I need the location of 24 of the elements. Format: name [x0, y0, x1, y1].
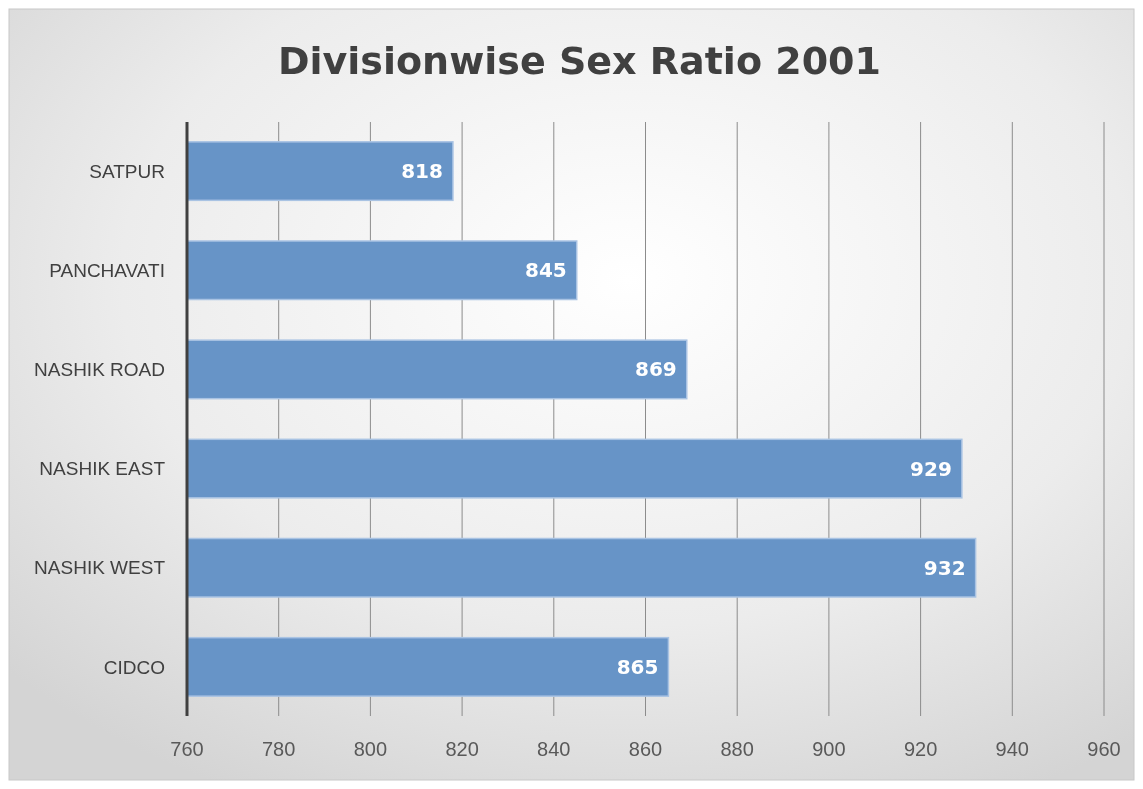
x-tick-label: 900 — [812, 738, 846, 760]
data-label: 845 — [524, 258, 567, 283]
x-tick-label: 780 — [262, 738, 296, 760]
y-tick-label: NASHIK WEST — [34, 557, 166, 579]
y-tick-label: NASHIK EAST — [39, 458, 166, 480]
x-tick-label: 880 — [720, 738, 754, 760]
y-tick-label: PANCHAVATI — [49, 259, 165, 281]
data-label: 932 — [923, 555, 966, 580]
y-tick-label: SATPUR — [89, 160, 165, 182]
data-label: 869 — [635, 357, 677, 382]
x-tick-label: 800 — [353, 738, 388, 760]
x-tick-label: 920 — [903, 738, 938, 760]
x-tick-label: 940 — [995, 738, 1029, 760]
x-tick-label: 960 — [1087, 738, 1121, 760]
y-tick-label: NASHIK ROAD — [34, 359, 165, 381]
y-tick-label: CIDCO — [103, 656, 165, 678]
x-tick-label: 840 — [537, 738, 571, 760]
x-tick-label: 760 — [170, 738, 204, 760]
chart-title: Divisionwise Sex Ratio 2001 — [278, 39, 881, 83]
x-tick-label: 860 — [628, 738, 663, 760]
data-label: 929 — [910, 456, 952, 481]
x-tick-label: 820 — [445, 738, 479, 760]
data-label: 865 — [616, 654, 659, 679]
data-label: 818 — [401, 159, 443, 184]
